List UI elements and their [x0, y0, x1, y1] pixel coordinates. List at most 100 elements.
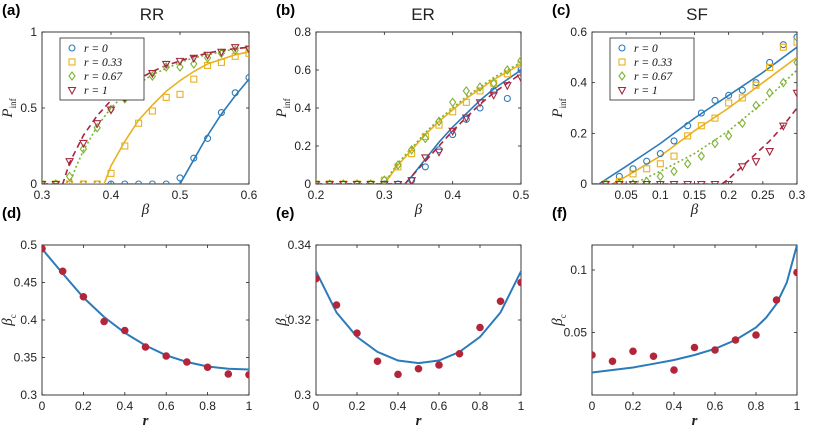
data-point: [379, 180, 389, 184]
y-tick-label: 0.05: [564, 326, 588, 340]
data-point: [449, 131, 457, 139]
data-point: [189, 54, 199, 64]
data-point: [435, 361, 443, 369]
data-point: [503, 94, 511, 103]
data-point: [489, 78, 498, 89]
data-point: [121, 326, 129, 335]
data-point: [245, 370, 249, 379]
data-point: [65, 158, 75, 167]
data-point: [79, 292, 88, 301]
data-point: [373, 357, 382, 366]
data-point: [79, 144, 88, 154]
data-point: [190, 154, 198, 162]
x-tick-label: 0.15: [683, 188, 707, 202]
data-point: [135, 119, 143, 127]
legend-marker: [618, 71, 626, 81]
data-point: [394, 370, 402, 379]
data-point: [434, 148, 444, 157]
data-point: [52, 179, 60, 184]
data-point: [697, 122, 705, 130]
data-point: [670, 152, 678, 160]
legend-marker: [618, 44, 626, 52]
data-point: [696, 180, 706, 184]
data-point: [766, 58, 774, 66]
plot-frame: [591, 244, 798, 396]
data-point: [697, 109, 705, 117]
data-point: [711, 138, 719, 149]
data-point: [656, 171, 665, 182]
data-point: [421, 133, 430, 144]
data-point: [517, 55, 521, 66]
data-point: [92, 120, 102, 129]
y-tick-label: 0.2: [294, 139, 311, 153]
data-point: [724, 180, 734, 184]
data-point: [100, 317, 108, 326]
x-axis-label: r: [143, 413, 149, 429]
data-point: [793, 268, 797, 277]
data-point: [778, 122, 788, 131]
x-tick-label: 0: [589, 399, 596, 413]
data-point: [316, 274, 320, 283]
legend-marker: [67, 86, 77, 96]
y-axis-label: βc: [0, 314, 18, 326]
data-point: [58, 267, 67, 276]
y-tick-label: 0.2: [570, 126, 587, 140]
y-tick-label: 0: [304, 177, 311, 191]
data-point: [642, 176, 651, 184]
data-point: [162, 352, 170, 360]
y-tick-label: 0.34: [288, 238, 312, 252]
data-point: [176, 174, 184, 182]
x-axis-label: β: [690, 202, 699, 218]
data-point: [65, 171, 74, 182]
plot-area: [316, 270, 521, 379]
data-point: [338, 180, 348, 184]
data-point: [629, 179, 637, 184]
data-point: [669, 180, 679, 184]
data-point: [670, 166, 678, 177]
x-tick-label: 0.1: [652, 188, 669, 202]
data-point: [380, 175, 389, 184]
data-point: [765, 87, 774, 98]
y-tick-label: 0.6: [294, 63, 311, 77]
legend-entry: r = 0.33: [634, 57, 672, 69]
y-axis-label: βc: [550, 314, 568, 326]
data-point: [517, 60, 521, 68]
data-point: [655, 180, 665, 184]
x-tick-label: 0.25: [751, 188, 775, 202]
series-line: [42, 46, 249, 184]
y-tick-label: 0.8: [294, 25, 311, 39]
data-point: [93, 180, 101, 184]
data-point: [731, 336, 740, 344]
data-point: [244, 45, 249, 54]
data-point: [793, 57, 797, 68]
x-axis-label: β: [414, 202, 423, 218]
legend-entry: r = 0.67: [634, 71, 673, 83]
data-point: [592, 351, 596, 359]
data-point: [697, 151, 706, 162]
x-axis-label: β: [141, 202, 150, 218]
data-point: [476, 323, 484, 332]
panel-title: SF: [686, 5, 708, 24]
data-point: [738, 94, 746, 102]
data-point: [325, 180, 335, 184]
x-tick-label: 0.4: [116, 399, 133, 413]
data-point: [176, 62, 184, 72]
plot-area: [316, 55, 521, 184]
fit-line: [316, 270, 521, 365]
x-tick-label: 0.8: [199, 399, 216, 413]
data-point: [175, 57, 185, 67]
data-point: [751, 158, 761, 167]
data-point: [462, 98, 470, 106]
y-tick-label: 0: [580, 177, 587, 191]
data-point: [106, 106, 116, 115]
data-point: [643, 157, 651, 165]
data-point: [670, 137, 678, 145]
data-point: [231, 45, 239, 56]
x-tick-label: 0.4: [390, 399, 407, 413]
data-point: [407, 144, 416, 155]
y-tick-label: 0.1: [570, 263, 587, 277]
data-point: [162, 180, 170, 184]
data-point: [448, 127, 458, 136]
data-point: [793, 38, 797, 46]
